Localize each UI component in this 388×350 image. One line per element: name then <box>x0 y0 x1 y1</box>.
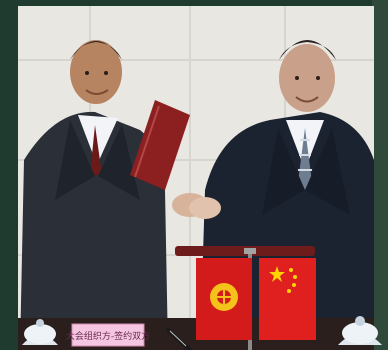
placard-text: 大会组织方-签约双方 <box>66 330 150 342</box>
left-man <box>20 40 168 350</box>
handshake <box>172 193 221 219</box>
folder-icon <box>130 100 190 190</box>
china-flag-icon <box>259 258 316 340</box>
teacup-icon <box>22 316 382 345</box>
frame-right <box>372 0 388 350</box>
placard: 大会组织方-签约双方 <box>66 323 150 347</box>
kyrgyz-flag-icon <box>196 258 252 340</box>
pen-icon <box>166 328 192 350</box>
